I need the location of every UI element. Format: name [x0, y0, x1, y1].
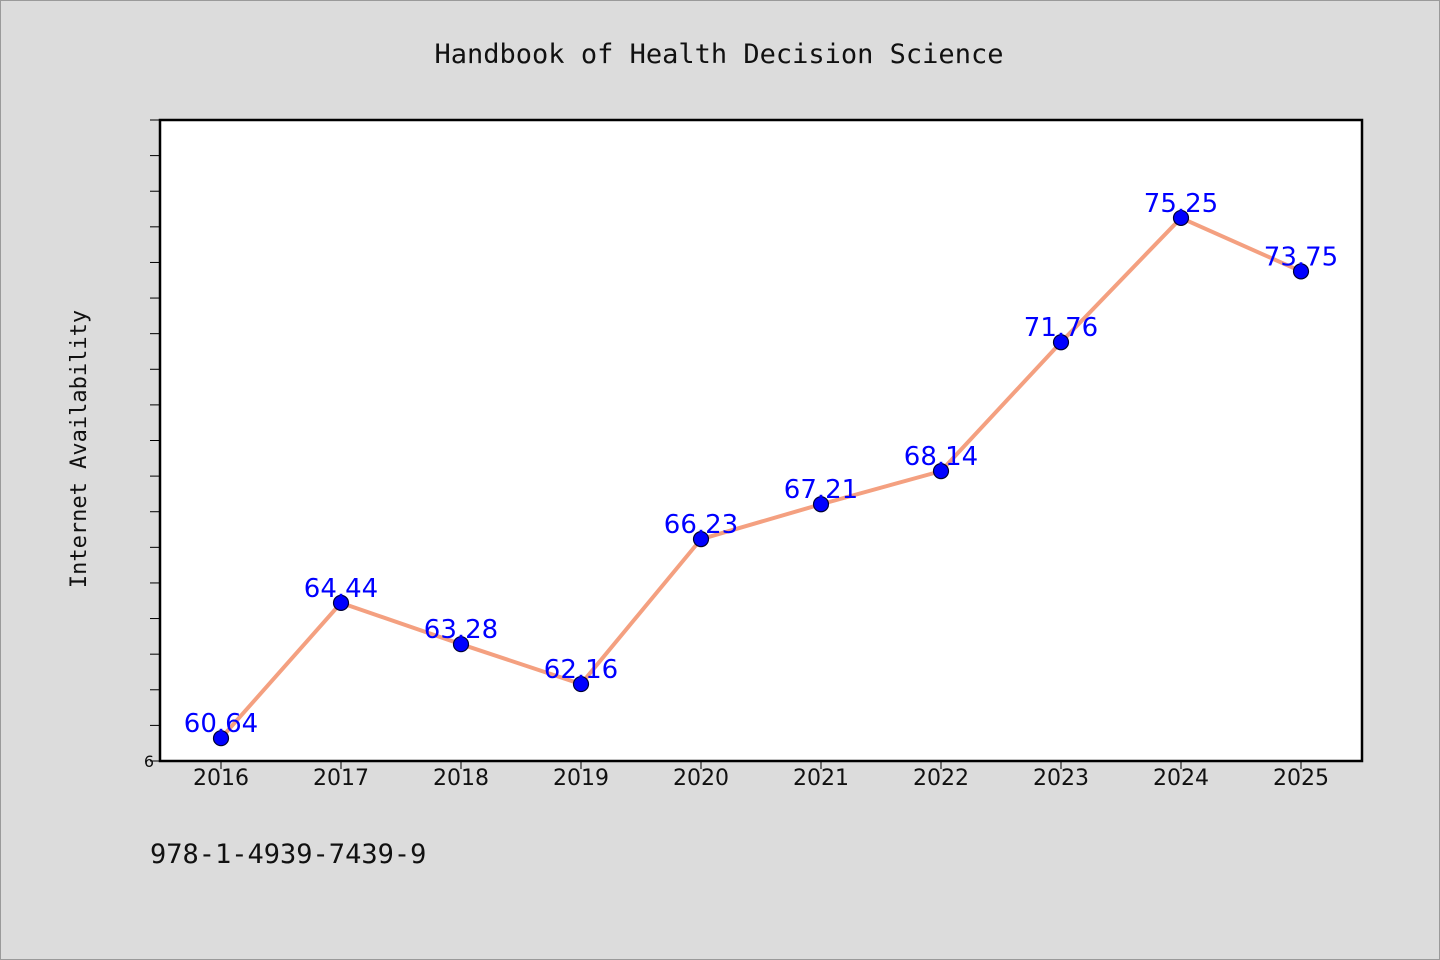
y-axis-ticks: 6 [144, 119, 160, 771]
x-tick-label: 2016 [193, 766, 249, 791]
data-point [1172, 209, 1190, 227]
data-point [572, 675, 590, 693]
x-tick-label: 2025 [1273, 766, 1329, 791]
x-tick-label: 2017 [313, 766, 369, 791]
data-point [692, 531, 710, 548]
data-label: 73.75 [1264, 242, 1338, 272]
data-label: 75.25 [1144, 189, 1218, 219]
isbn-footer: 978-1-4939-7439-9 [150, 839, 426, 870]
series-line [219, 215, 1303, 741]
data-point [812, 496, 830, 513]
data-label: 64.44 [304, 574, 378, 604]
x-tick-label: 2024 [1153, 766, 1209, 791]
data-label: 66.23 [664, 510, 738, 540]
x-tick-label: 2018 [433, 766, 489, 791]
y-tick-label: 6 [144, 752, 154, 771]
data-label: 71.76 [1024, 313, 1098, 343]
data-point [332, 594, 350, 611]
data-label: 62.16 [544, 655, 618, 685]
x-tick-label: 2023 [1033, 766, 1089, 791]
data-label: 67.21 [784, 475, 858, 505]
chart-title: Handbook of Health Decision Science [435, 39, 1004, 70]
data-point [932, 463, 950, 480]
series-layer: 60.64 64.44 63.28 62.16 66.23 67.21 68.14 71.76… [184, 189, 1338, 747]
data-label: 68.14 [904, 442, 978, 472]
data-point [452, 636, 470, 653]
plot-area [158, 118, 1364, 763]
x-tick-label: 2022 [913, 766, 969, 791]
data-point [212, 730, 230, 747]
x-tick-label: 2019 [553, 766, 609, 791]
x-tick-label: 2021 [793, 766, 849, 791]
y-axis-label: Internet Availability [67, 310, 92, 588]
data-label: 63.28 [424, 615, 498, 645]
data-point [1052, 334, 1070, 351]
data-label: 60.64 [184, 709, 258, 739]
x-axis-ticks: 2016 2017 2018 2019 2020 2021 2022 2023 2024 2025 [193, 761, 1329, 791]
x-tick-label: 2020 [673, 766, 729, 791]
data-point [1292, 263, 1310, 280]
